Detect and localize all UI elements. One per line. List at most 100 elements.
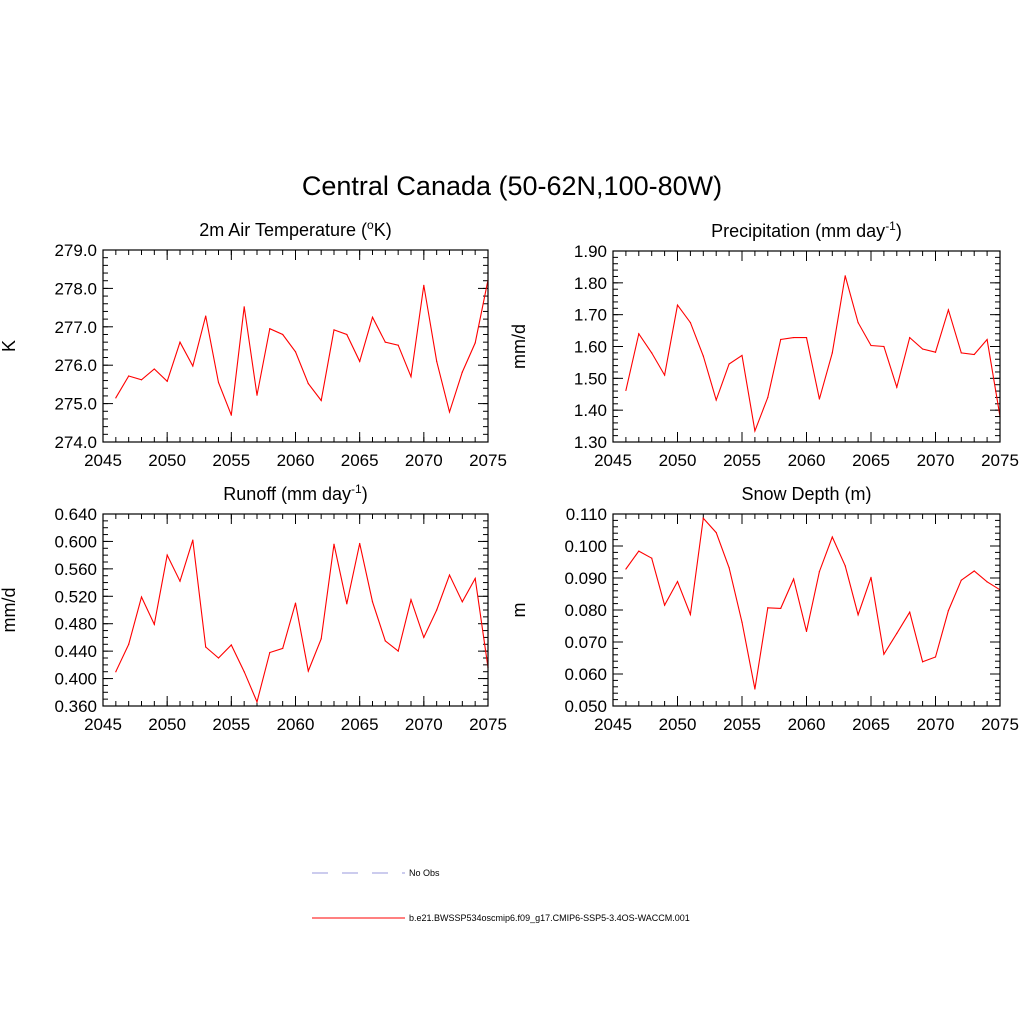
chart-panel-3: Runoff (mm day-1) mm/d 0.360 0.400 0.440 0.48… — [0, 482, 507, 734]
data-point — [715, 399, 717, 401]
x-tick-label: 2060 — [788, 451, 826, 470]
data-point — [140, 596, 143, 598]
data-point — [676, 304, 679, 306]
data-point — [140, 379, 143, 381]
figure-title: Central Canada (50-62N,100-80W) — [302, 171, 722, 201]
x-tick-label: 2055 — [212, 451, 250, 470]
data-point — [205, 315, 207, 317]
data-point — [625, 568, 627, 570]
data-point — [230, 644, 232, 646]
y-tick-label: 0.060 — [564, 665, 607, 684]
data-point — [384, 341, 386, 343]
data-point — [831, 352, 833, 354]
y-tick-label: 279.0 — [54, 241, 97, 260]
data-point — [767, 607, 769, 609]
y-tick-label: 0.520 — [54, 587, 97, 606]
y-tick-label: 275.0 — [54, 395, 97, 414]
x-tick-label: 2070 — [405, 451, 443, 470]
data-point — [333, 543, 335, 545]
data-point — [230, 414, 232, 416]
data-point — [896, 632, 898, 634]
data-point — [638, 550, 640, 552]
y-tick-label: 0.480 — [54, 615, 97, 634]
data-point — [217, 381, 220, 384]
y-tick-label: 1.40 — [574, 401, 607, 420]
y-tick-label: 276.0 — [54, 356, 97, 375]
data-point — [754, 430, 756, 432]
data-point — [115, 397, 117, 399]
y-tick-label: 1.70 — [574, 306, 607, 325]
data-point — [448, 574, 451, 576]
data-point — [282, 647, 284, 650]
x-tick-label: 2050 — [148, 715, 186, 734]
data-point — [128, 375, 130, 377]
series-line — [115, 279, 489, 416]
data-point — [689, 613, 692, 616]
x-tick-label: 2065 — [341, 451, 379, 470]
data-point — [857, 614, 859, 616]
x-tick-label: 2075 — [981, 715, 1019, 734]
plot-frame — [102, 513, 489, 707]
data-point — [767, 396, 769, 399]
data-point — [922, 661, 924, 663]
data-point — [371, 316, 374, 318]
data-point — [805, 630, 808, 633]
data-point — [384, 640, 386, 642]
data-point — [715, 531, 717, 534]
y-tick-label: 277.0 — [54, 318, 97, 337]
data-point — [269, 328, 271, 330]
y-axis-label: mm/d — [0, 588, 19, 633]
y-tick-label: 0.600 — [54, 532, 97, 551]
data-point — [947, 309, 950, 311]
x-tick-label: 2070 — [405, 715, 443, 734]
panels: 2m Air Temperature (oK) K 274.0 275.0 276.0 2… — [0, 218, 1019, 734]
x-tick-label: 2060 — [277, 715, 315, 734]
x-tick-label: 2045 — [84, 715, 122, 734]
chart-panel-1: 2m Air Temperature (oK) K 274.0 275.0 276.0 2… — [0, 218, 507, 470]
data-point — [818, 398, 821, 400]
data-point — [269, 651, 271, 654]
data-point — [448, 411, 451, 413]
y-tick-label: 1.50 — [574, 369, 607, 388]
data-point — [934, 656, 937, 658]
y-tick-label: 0.070 — [564, 633, 607, 652]
x-tick-label: 2055 — [723, 451, 761, 470]
data-point — [474, 577, 476, 580]
data-point — [333, 329, 335, 331]
data-point — [728, 363, 730, 365]
series-line — [625, 516, 1001, 690]
data-point — [960, 352, 962, 354]
x-tick-label: 2075 — [469, 451, 507, 470]
data-point — [986, 338, 988, 341]
data-point — [115, 671, 117, 673]
x-tick-label: 2065 — [852, 715, 890, 734]
y-tick-label: 278.0 — [54, 279, 97, 298]
data-point — [973, 570, 975, 572]
x-tick-label: 2050 — [659, 715, 697, 734]
x-tick-label: 2045 — [594, 715, 632, 734]
x-tick-label: 2070 — [917, 715, 955, 734]
data-point — [397, 650, 399, 652]
x-tick-label: 2070 — [917, 451, 955, 470]
data-point — [153, 623, 155, 626]
data-point — [179, 341, 181, 343]
data-point — [909, 336, 911, 339]
y-tick-label: 0.050 — [564, 697, 607, 716]
data-point — [294, 602, 297, 604]
x-tick-label: 2065 — [341, 715, 379, 734]
series-line — [625, 275, 1001, 433]
data-point — [461, 601, 463, 603]
data-point — [179, 580, 181, 582]
data-point — [153, 368, 155, 370]
data-point — [205, 646, 207, 648]
data-point — [346, 333, 348, 336]
data-point — [793, 336, 795, 339]
data-point — [741, 621, 743, 623]
y-tick-label: 0.090 — [564, 569, 607, 588]
panel-title: Precipitation (mm day-1) — [711, 219, 902, 241]
legend-label: No Obs — [409, 868, 440, 878]
x-tick-label: 2055 — [212, 715, 250, 734]
plot-frame — [612, 250, 1001, 443]
data-point — [780, 607, 782, 610]
